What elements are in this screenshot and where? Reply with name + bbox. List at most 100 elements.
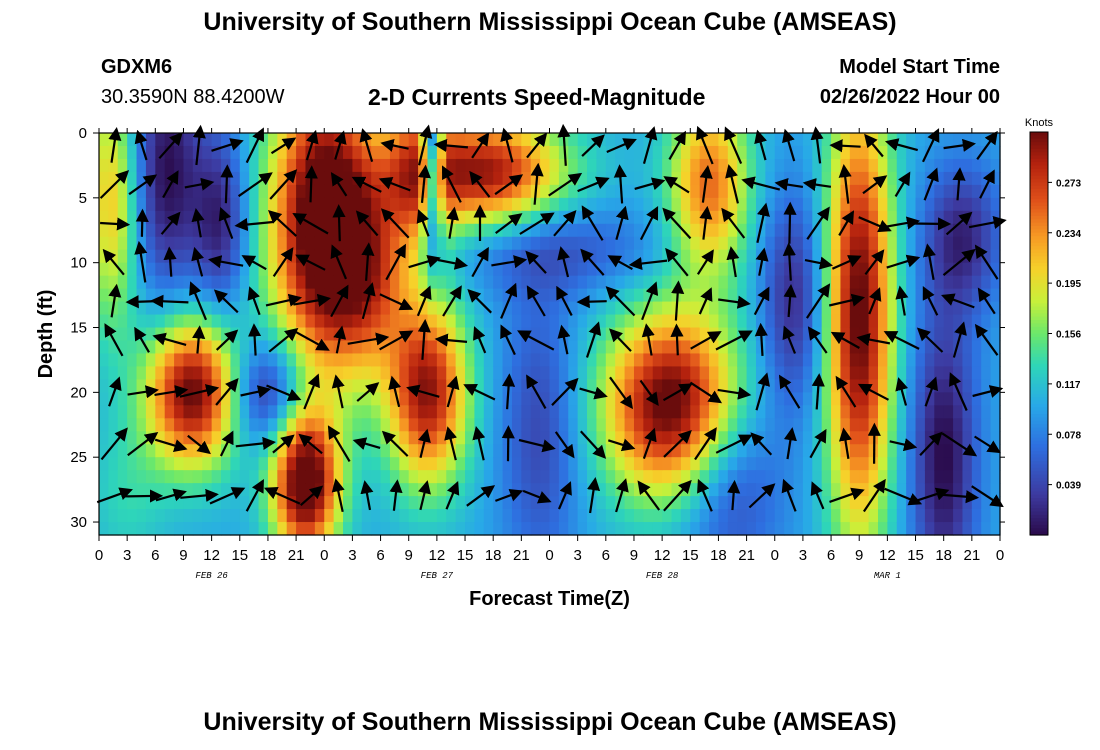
heatmap-cell (136, 158, 147, 173)
heatmap-cell (643, 249, 654, 264)
heatmap-cell (127, 133, 138, 147)
heatmap-cell (906, 301, 917, 316)
heatmap-cell (446, 158, 457, 173)
heatmap-cell (230, 522, 241, 536)
heatmap-cell (483, 184, 494, 199)
heatmap-cell (924, 275, 935, 290)
current-vector-arrow (754, 129, 767, 161)
heatmap-cell (953, 366, 964, 380)
heatmap-cell (380, 509, 391, 523)
heatmap-cell (314, 210, 325, 225)
heatmap-cell (483, 327, 494, 342)
heatmap-cell (896, 483, 907, 497)
heatmap-cell (943, 444, 954, 458)
heatmap-cell (802, 249, 813, 264)
heatmap-cell (183, 171, 194, 186)
heatmap-cell (896, 197, 907, 212)
heatmap-cell (418, 509, 429, 523)
heatmap-cell (859, 431, 870, 445)
heatmap-cell (587, 418, 598, 432)
heatmap-cell (314, 197, 325, 212)
heatmap-cell (145, 509, 156, 523)
heatmap-cell (633, 418, 644, 432)
heatmap-cell (877, 236, 888, 251)
heatmap-cell (680, 262, 691, 277)
heatmap-cell (802, 444, 813, 458)
heatmap-cell (399, 236, 410, 251)
heatmap-cell (981, 353, 992, 368)
heatmap-cell (418, 418, 429, 432)
current-vector-arrow (699, 205, 713, 240)
heatmap-cell (258, 262, 269, 277)
heatmap-cell (324, 509, 335, 523)
heatmap-cell (568, 249, 579, 264)
current-vector-arrow (774, 178, 804, 192)
heatmap-cell (117, 379, 128, 393)
heatmap-cell (877, 158, 888, 173)
heatmap-cell (221, 223, 231, 238)
heatmap-cell (981, 392, 992, 406)
heatmap-cell (117, 496, 128, 510)
heatmap-cell (718, 223, 729, 238)
current-vector-arrow (972, 385, 1004, 398)
heatmap-cell (183, 483, 194, 497)
heatmap-cell (511, 197, 522, 212)
current-vector-arrow (919, 431, 943, 457)
heatmap-cell (615, 133, 626, 147)
heatmap-cell (662, 418, 673, 432)
current-vector-arrow (298, 433, 323, 455)
heatmap-cell (174, 353, 185, 368)
colorbar-segment (1030, 336, 1048, 341)
current-vector-arrow (884, 138, 918, 152)
heatmap-cell (455, 340, 466, 355)
heatmap-cell (314, 353, 325, 368)
heatmap-cell (465, 366, 476, 380)
heatmap-cell (840, 184, 851, 199)
heatmap-cell (540, 522, 551, 536)
heatmap-cell (924, 444, 935, 458)
heatmap-cell (352, 236, 363, 251)
current-vector-arrow (782, 242, 796, 281)
heatmap-cell (765, 509, 776, 523)
heatmap-cell (267, 223, 278, 238)
heatmap-cell (558, 509, 569, 523)
current-vector-arrow (665, 247, 689, 277)
currents-chart: 0 3 6 9 12 15 18 21 0 3 6 9 12 15 18 21 0 3 6 9 12 15 18 21 0 3 6 9… (35, 117, 1081, 610)
heatmap-cell (418, 275, 429, 290)
current-vector-arrow (689, 381, 723, 404)
x-tick-label: 12 (654, 547, 671, 564)
heatmap-cell (765, 171, 776, 186)
heatmap-cell (633, 444, 644, 458)
heatmap-cell (267, 133, 278, 147)
current-vector-arrow (417, 164, 432, 204)
heatmap-cell (521, 314, 532, 329)
heatmap-cell (981, 366, 992, 380)
heatmap-cell (671, 223, 682, 238)
heatmap-cell (136, 353, 147, 368)
heatmap-cell (605, 314, 616, 329)
heatmap-cell (314, 327, 325, 342)
heatmap-cell (971, 509, 982, 523)
heatmap-cell (596, 457, 607, 471)
current-vector-arrow (886, 254, 921, 269)
heatmap-cell (643, 262, 654, 277)
heatmap-cell (305, 366, 316, 380)
colorbar-segment (1030, 320, 1048, 325)
heatmap-cell (605, 418, 616, 432)
current-vector-arrow (721, 207, 746, 239)
heatmap-cell (267, 262, 278, 277)
heatmap-cell (906, 392, 917, 406)
heatmap-cell (296, 418, 307, 432)
heatmap-cell (474, 392, 485, 406)
heatmap-cell (343, 457, 354, 471)
heatmap-cell (155, 223, 166, 238)
heatmap-cell (465, 275, 476, 290)
current-vector-arrow (802, 178, 832, 192)
heatmap-cell (868, 379, 879, 393)
heatmap-cell (389, 275, 400, 290)
heatmap-cell (587, 288, 598, 303)
heatmap-cell (840, 197, 851, 212)
x-tick-label: 3 (123, 547, 131, 564)
current-vector-arrow (831, 255, 862, 270)
heatmap-cell (868, 405, 879, 419)
